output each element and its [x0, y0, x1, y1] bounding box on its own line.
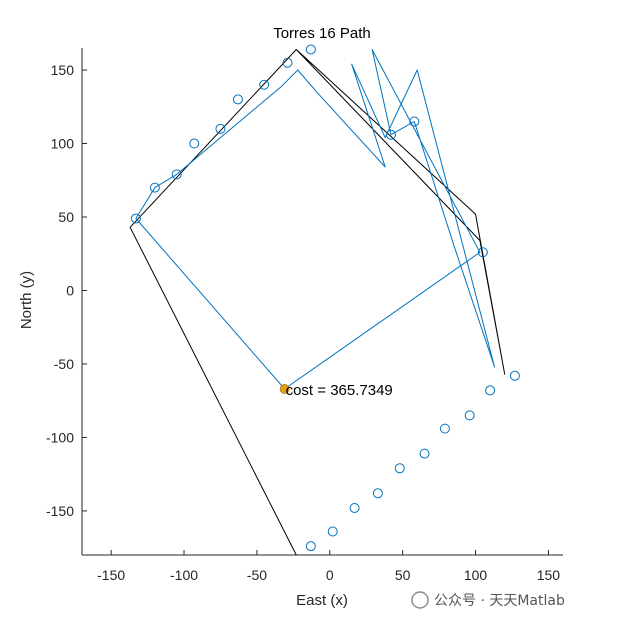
- x-tick-label: -50: [247, 567, 267, 583]
- waypoint-marker: [386, 129, 397, 140]
- start-point-marker: [279, 384, 290, 394]
- y-tick-label: 150: [51, 62, 75, 78]
- waypoint-marker: [509, 370, 520, 381]
- waypoint-marker: [477, 247, 488, 258]
- waypoint-marker: [485, 385, 496, 396]
- waypoint-marker: [259, 79, 270, 90]
- waypoint-marker: [394, 463, 405, 474]
- plot-area: cost = 365.7349: [129, 44, 520, 556]
- waypoint-marker: [439, 423, 450, 434]
- x-axis-label: East (x): [296, 592, 348, 609]
- y-tick-label: 100: [51, 136, 75, 152]
- waypoint-marker: [372, 488, 383, 499]
- watermark: 公众号 · 天天Matlab: [411, 591, 565, 609]
- waypoint-marker: [282, 57, 293, 68]
- cost-annotation: cost = 365.7349: [286, 382, 393, 399]
- waypoint-marker: [464, 410, 475, 421]
- watermark-text: 公众号 · 天天Matlab: [434, 593, 565, 609]
- y-tick-label: -100: [46, 429, 74, 445]
- x-tick-label: 0: [326, 567, 334, 583]
- waypoint-marker: [419, 448, 430, 459]
- x-tick-label: 50: [395, 567, 411, 583]
- x-tick-label: -100: [170, 567, 198, 583]
- waypoint-marker: [149, 182, 160, 193]
- x-tick-label: -150: [97, 567, 125, 583]
- waypoint-marker: [215, 123, 226, 134]
- boundary-polygon: [129, 49, 506, 556]
- y-tick-label: -150: [46, 503, 74, 519]
- waypoint-marker: [305, 541, 316, 552]
- chart-title: Torres 16 Path: [273, 25, 371, 42]
- wechat-icon: [411, 591, 429, 609]
- waypoint-marker: [130, 213, 141, 224]
- plot-axes: -150 -100 -50 0 50 100 150 -150 -100 -50 0 50 100 150: [46, 48, 563, 583]
- waypoint-marker: [409, 116, 420, 127]
- x-tick-label: 150: [537, 567, 561, 583]
- y-tick-label: 50: [58, 209, 74, 225]
- waypoint-marker: [349, 502, 360, 513]
- x-tick-label: 100: [464, 567, 488, 583]
- waypoint-marker: [327, 526, 338, 537]
- y-tick-label: 0: [66, 282, 74, 298]
- waypoint-marker: [232, 94, 243, 105]
- y-tick-label: -50: [54, 356, 74, 372]
- waypoint-marker: [171, 169, 182, 180]
- waypoint-marker: [305, 44, 316, 55]
- coverage-path-line: [135, 49, 495, 390]
- y-axis-label: North (y): [18, 271, 35, 329]
- waypoint-marker: [189, 138, 200, 149]
